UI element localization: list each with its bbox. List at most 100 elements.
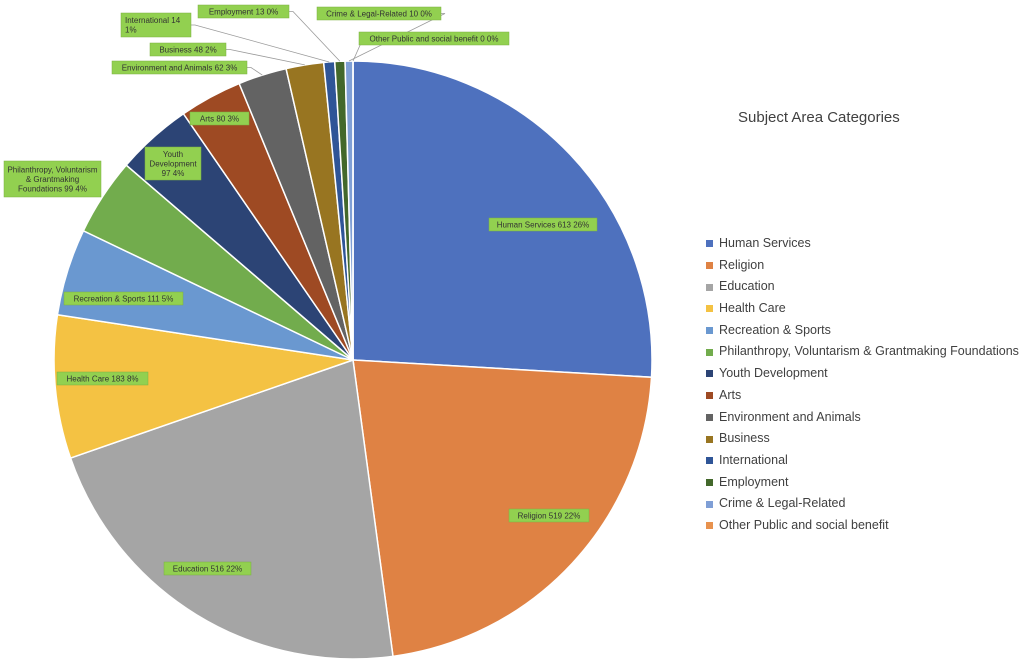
- legend-item-environment-and-animals: Environment and Animals: [706, 407, 1019, 429]
- data-label-text: Employment 13 0%: [209, 7, 278, 16]
- data-label-human-services: Human Services 613 26%: [488, 217, 598, 232]
- legend-swatch: [706, 500, 713, 508]
- legend-swatch: [706, 370, 713, 378]
- leader-line-environment-and-animals: [247, 67, 263, 76]
- legend-label: Environment and Animals: [719, 409, 861, 424]
- data-label-text: Philanthropy, Voluntarism: [7, 165, 97, 174]
- legend-label: Arts: [719, 387, 742, 402]
- data-label-recreation-sports: Recreation & Sports 111 5%: [63, 291, 184, 306]
- data-label-environment-and-animals: Environment and Animals 62 3%: [111, 60, 248, 75]
- legend-label: Religion: [719, 257, 765, 272]
- data-label-text: Crime & Legal-Related 10 0%: [326, 9, 432, 18]
- data-label-text: Human Services 613 26%: [497, 220, 590, 229]
- legend-swatch: [706, 478, 713, 486]
- leader-line-business: [226, 49, 305, 66]
- legend-label: Employment: [719, 474, 789, 489]
- data-label-text: Other Public and social benefit 0 0%: [370, 34, 499, 43]
- legend-label: Philanthropy, Voluntarism & Grantmaking …: [719, 344, 1019, 359]
- data-label-box: [189, 111, 250, 126]
- legend-label: International: [719, 452, 788, 467]
- legend-label: Youth Development: [719, 366, 828, 381]
- data-label-box: [144, 146, 202, 181]
- legend-swatch: [706, 283, 713, 291]
- data-label-arts: Arts 80 3%: [189, 111, 250, 126]
- data-label-international: International 141%: [120, 12, 192, 38]
- legend-item-international: International: [706, 450, 1019, 472]
- legend-item-crime-legal-related: Crime & Legal-Related: [706, 493, 1019, 515]
- legend-item-arts: Arts: [706, 385, 1019, 407]
- legend-label: Health Care: [719, 301, 786, 316]
- data-label-health-care: Health Care 183 8%: [56, 371, 149, 386]
- legend-swatch: [706, 305, 713, 313]
- leader-line-employment: [289, 11, 341, 62]
- data-label-text: Education 516 22%: [173, 564, 242, 573]
- data-label-philanthropy-voluntarism-grantmaking-foundations: Philanthropy, Voluntarism& GrantmakingFo…: [3, 160, 102, 198]
- legend-item-business: Business: [706, 428, 1019, 450]
- data-label-text: Business 48 2%: [159, 45, 216, 54]
- legend-label: Business: [719, 431, 770, 446]
- data-label-box: [163, 561, 252, 576]
- data-label-box: [358, 31, 510, 46]
- data-label-business: Business 48 2%: [149, 42, 227, 57]
- legend-swatch: [706, 240, 713, 248]
- legend-item-education: Education: [706, 276, 1019, 298]
- data-label-box: [488, 217, 598, 232]
- data-label-employment: Employment 13 0%: [197, 4, 290, 19]
- legend-item-recreation-sports: Recreation & Sports: [706, 320, 1019, 342]
- legend-item-philanthropy-voluntarism-grantmaking-foundations: Philanthropy, Voluntarism & Grantmaking …: [706, 341, 1019, 363]
- legend-swatch: [706, 522, 713, 530]
- legend-item-youth-development: Youth Development: [706, 363, 1019, 385]
- legend: Human Services Religion Education Health Ca…: [706, 233, 1019, 537]
- legend-label: Human Services: [719, 236, 811, 250]
- data-label-box: [63, 291, 184, 306]
- legend-swatch: [706, 348, 713, 356]
- data-label-box: [508, 508, 590, 523]
- data-label-text: & Grantmaking: [26, 175, 79, 184]
- data-label-text: Development: [149, 159, 197, 168]
- legend-swatch: [706, 327, 713, 335]
- data-label-box: [56, 371, 149, 386]
- legend-swatch: [706, 457, 713, 465]
- leader-line-international: [191, 24, 330, 63]
- data-label-text: Religion 519 22%: [518, 511, 581, 520]
- legend-item-other-public-and-social-benefit: Other Public and social benefit: [706, 515, 1019, 537]
- legend-label: Education: [719, 279, 775, 294]
- legend-label: Other Public and social benefit: [719, 517, 889, 532]
- data-label-text: Foundations 99 4%: [18, 184, 87, 193]
- legend-item-human-services: Human Services: [706, 233, 1019, 255]
- legend-item-health-care: Health Care: [706, 298, 1019, 320]
- legend-label: Recreation & Sports: [719, 322, 831, 337]
- data-label-box: [120, 12, 192, 38]
- data-label-text: Youth: [163, 150, 183, 159]
- pie-slice-health-care: [53, 313, 354, 459]
- pie-slice-education: [69, 358, 394, 660]
- data-label-other-public-and-social-benefit: Other Public and social benefit 0 0%: [358, 31, 510, 46]
- data-label-text: Environment and Animals 62 3%: [122, 63, 238, 72]
- data-label-box: [197, 4, 290, 19]
- data-label-text: Recreation & Sports 111 5%: [74, 294, 174, 303]
- legend-label: Crime & Legal-Related: [719, 496, 846, 511]
- data-label-box: [316, 6, 442, 21]
- legend-item-religion: Religion: [706, 255, 1019, 277]
- data-label-text: Arts 80 3%: [200, 114, 239, 123]
- legend-item-employment: Employment: [706, 472, 1019, 494]
- data-label-education: Education 516 22%: [163, 561, 252, 576]
- legend-swatch: [706, 413, 713, 421]
- chart-title: Subject Area Categories: [738, 109, 900, 126]
- data-label-religion: Religion 519 22%: [508, 508, 590, 523]
- data-label-text: 97 4%: [162, 169, 185, 178]
- legend-swatch: [706, 435, 713, 443]
- data-label-box: [111, 60, 248, 75]
- data-label-crime-legal-related: Crime & Legal-Related 10 0%: [316, 6, 442, 21]
- data-label-text: 1%: [125, 26, 137, 35]
- pie-slice-religion: [352, 359, 653, 658]
- data-label-text: International 14: [125, 16, 181, 25]
- data-label-text: Health Care 183 8%: [66, 374, 138, 383]
- data-label-box: [3, 160, 102, 198]
- data-label-box: [149, 42, 227, 57]
- legend-swatch: [706, 392, 713, 400]
- legend-swatch: [706, 262, 713, 270]
